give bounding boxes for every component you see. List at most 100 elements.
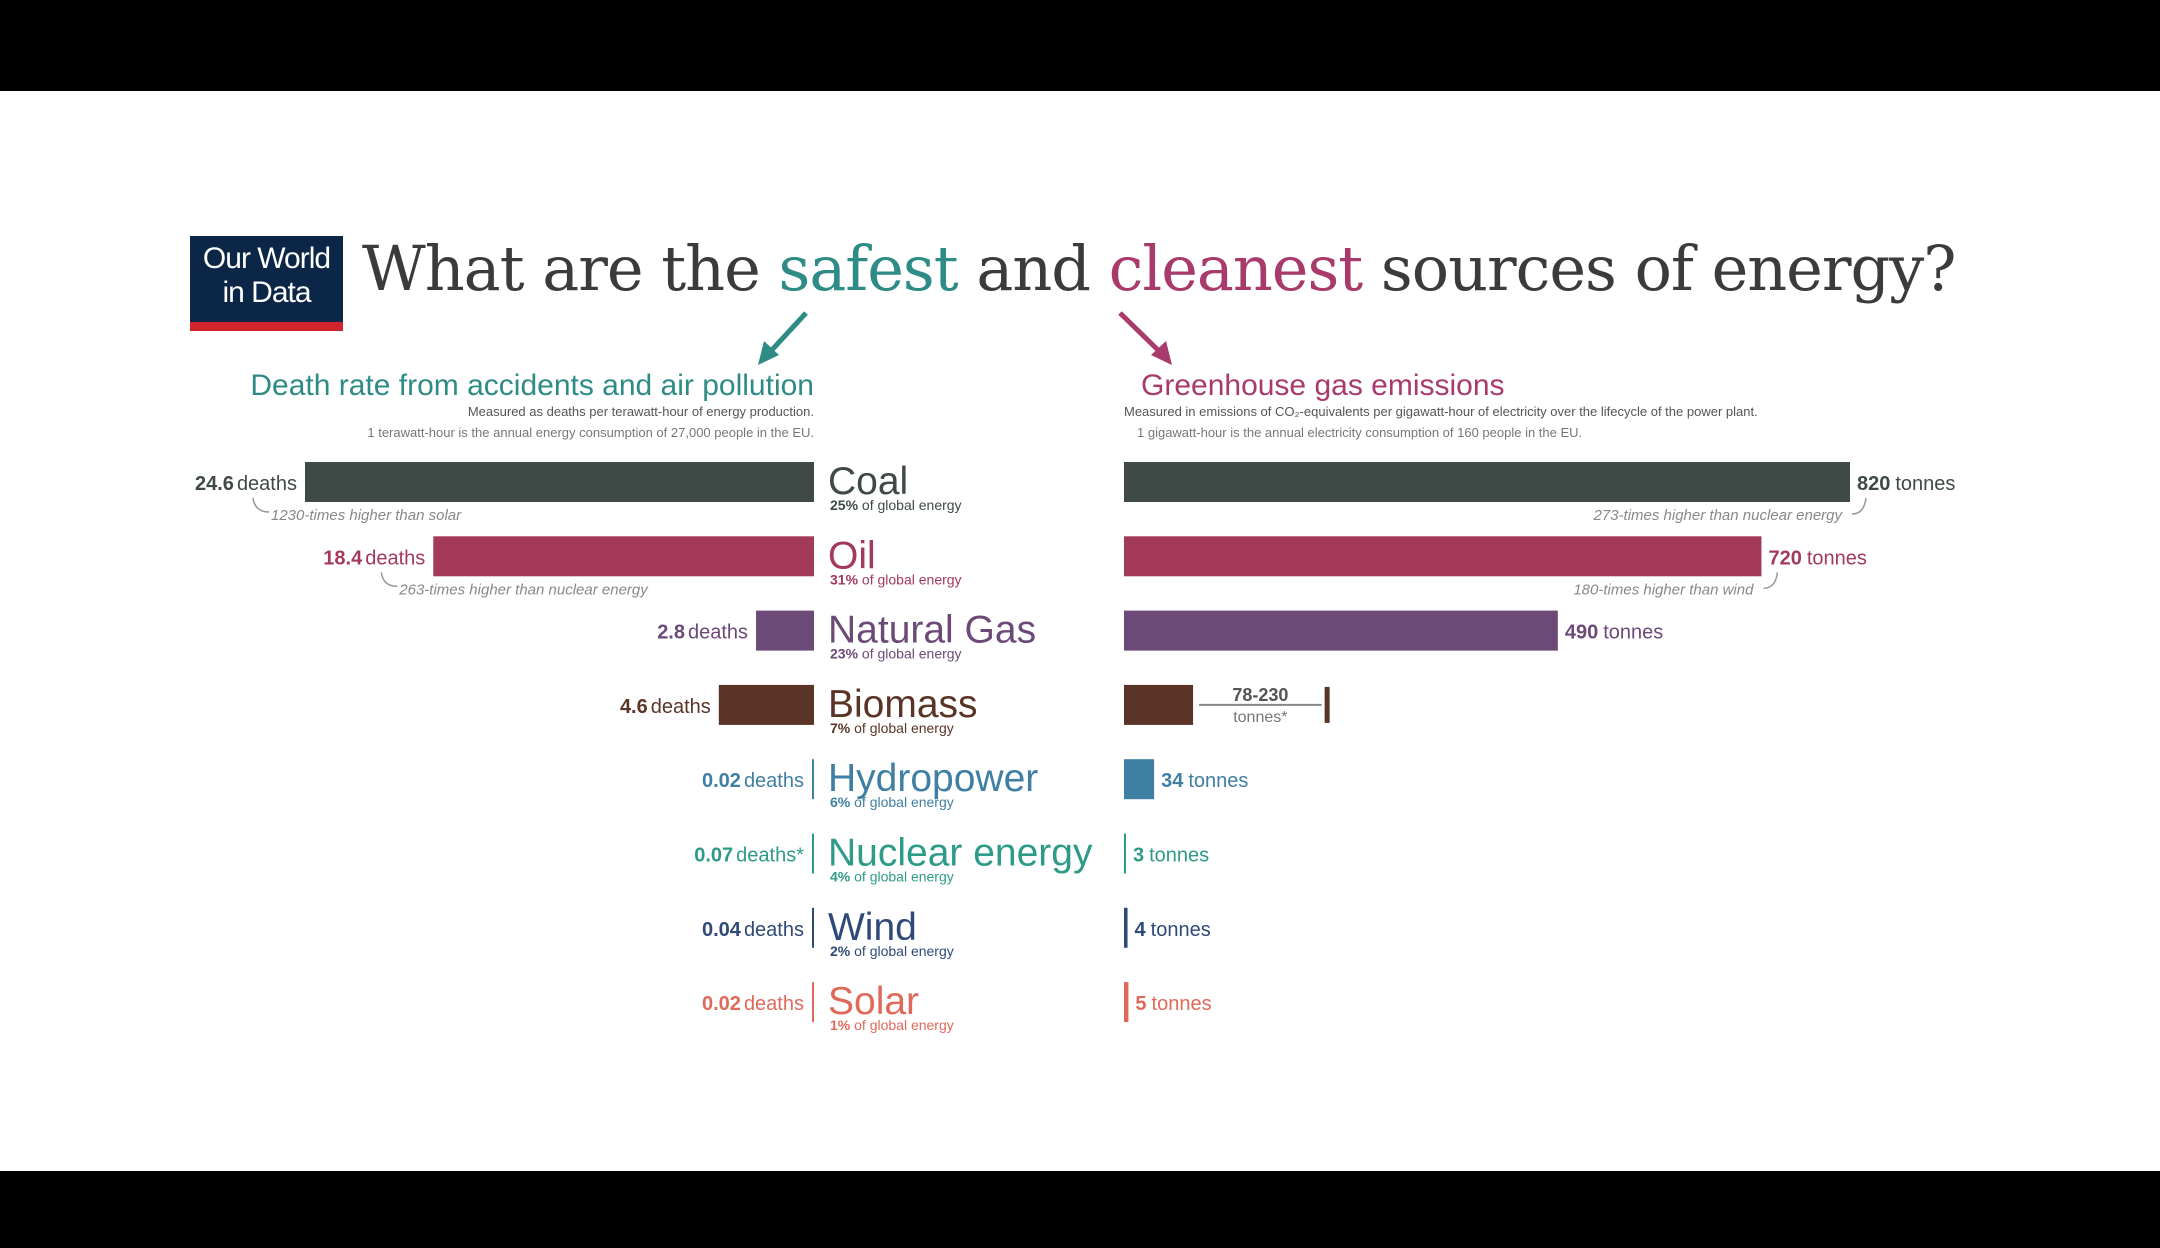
death-annotation-hook-0 (252, 497, 270, 513)
source-name-oil: Oil (828, 534, 876, 577)
emissions-title: Greenhouse gas emissions (1141, 369, 1505, 402)
emissions-subtitle: Measured in emissions of CO₂-equivalents… (1124, 404, 1758, 419)
source-share-value-nuclear-energy: 4% (830, 869, 851, 885)
emission-bar-coal (1124, 462, 1850, 502)
source-share-suffix-oil: of global energy (858, 571, 962, 587)
emission-value-nuclear-energy: 3 (1133, 845, 1144, 867)
emission-unit-biomass: tonnes* (1233, 709, 1287, 726)
title-safe-word: safest (778, 232, 959, 305)
death-unit-oil: deaths (365, 547, 425, 569)
source-share-wind: 2% of global energy (830, 943, 954, 959)
biomass-range-max-marker (1324, 686, 1330, 723)
source-share-value-oil: 31% (830, 571, 859, 587)
source-share-suffix-natural-gas: of global energy (858, 646, 962, 662)
emission-annotation-1: 180-times higher than wind (1573, 581, 1754, 598)
emission-label-hydropower: 34 tonnes (1161, 770, 1248, 792)
death-value-hydropower: 0.02 (702, 770, 741, 792)
source-name-solar: Solar (828, 980, 919, 1023)
death-value-biomass: 4.6 (620, 696, 648, 718)
death-bar-nuclear-energy (812, 833, 814, 874)
emission-value-solar: 5 (1135, 993, 1146, 1015)
death-value-solar: 0.02 (702, 993, 741, 1015)
emission-label-wind: 4 tonnes (1135, 919, 1211, 941)
death-annotation-1: 263-times higher than nuclear energy (398, 581, 649, 598)
death-unit-coal: deaths (237, 473, 297, 495)
death-label-nuclear-energy: 0.07 deaths* (694, 845, 804, 867)
death-label-oil: 18.4 deaths (323, 547, 425, 569)
emission-label-coal: 820 tonnes (1857, 473, 1955, 495)
emission-value-coal: 820 (1857, 473, 1890, 495)
death-label-wind: 0.04 deaths (702, 919, 804, 941)
cleanest-arrow-line (1118, 311, 1162, 354)
source-name-wind: Wind (828, 906, 917, 949)
source-share-suffix-coal: of global energy (858, 497, 962, 513)
logo-line-1: Our World (202, 242, 331, 275)
death-unit-hydropower: deaths (744, 770, 804, 792)
death-unit-nuclear-energy: deaths* (736, 845, 804, 867)
death-label-solar: 0.02 deaths (702, 993, 804, 1015)
emission-label-nuclear-energy: 3 tonnes (1133, 845, 1209, 867)
emission-unit-solar: tonnes (1152, 993, 1212, 1015)
cleanest-arrow-head (1151, 341, 1172, 365)
source-name-hydropower: Hydropower (828, 757, 1038, 800)
source-share-suffix-hydropower: of global energy (850, 794, 954, 810)
death-unit-biomass: deaths (651, 696, 711, 718)
death-unit-natural-gas: deaths (688, 622, 748, 644)
source-share-solar: 1% of global energy (830, 1017, 954, 1033)
source-name-nuclear-energy: Nuclear energy (828, 832, 1093, 875)
safest-arrow-head (758, 341, 779, 365)
emission-annotation-hook-1 (1763, 572, 1779, 590)
death-bar-coal (305, 462, 814, 502)
emission-bar-solar (1124, 982, 1129, 1023)
death-bar-hydropower (812, 759, 814, 800)
death-value-natural-gas: 2.8 (657, 622, 685, 644)
source-share-hydropower: 6% of global energy (830, 794, 954, 810)
death-rate-title: Death rate from accidents and air pollut… (250, 369, 814, 402)
source-share-suffix-solar: of global energy (850, 1017, 954, 1033)
logo-line-2: in Data (222, 276, 311, 309)
emission-value-hydropower: 34 (1161, 770, 1184, 792)
page-title: What are the safest and cleanest sources… (362, 232, 1956, 305)
source-share-suffix-biomass: of global energy (850, 720, 954, 736)
emission-bar-hydropower (1124, 759, 1155, 800)
source-share-value-wind: 2% (830, 943, 851, 959)
emission-bar-oil (1124, 536, 1762, 577)
death-bar-solar (812, 982, 814, 1023)
death-bar-natural-gas (756, 610, 814, 651)
source-share-value-coal: 25% (830, 497, 859, 513)
source-name-coal: Coal (828, 460, 908, 503)
source-share-coal: 25% of global energy (830, 497, 962, 513)
emission-value-wind: 4 (1135, 919, 1147, 941)
emission-unit-hydropower: tonnes (1188, 770, 1248, 792)
emission-bar-nuclear-energy (1124, 833, 1126, 874)
source-share-value-natural-gas: 23% (830, 646, 859, 662)
emission-annotation-hook-0 (1851, 497, 1867, 515)
death-value-nuclear-energy: 0.07 (694, 845, 733, 867)
source-share-natural-gas: 23% of global energy (830, 646, 962, 662)
death-bar-wind (812, 907, 814, 948)
source-share-suffix-nuclear-energy: of global energy (850, 869, 954, 885)
source-share-biomass: 7% of global energy (830, 720, 954, 736)
emission-bar-wind (1124, 907, 1128, 948)
death-annotation-0: 1230-times higher than solar (271, 507, 462, 524)
emission-unit-natural-gas: tonnes (1603, 622, 1663, 644)
death-label-biomass: 4.6 deaths (620, 696, 711, 718)
emission-unit-nuclear-energy: tonnes (1149, 845, 1209, 867)
death-rate-note: 1 terawatt-hour is the annual energy con… (367, 425, 814, 440)
death-label-natural-gas: 2.8 deaths (657, 622, 748, 644)
source-share-suffix-wind: of global energy (850, 943, 954, 959)
death-value-wind: 0.04 (702, 919, 742, 941)
death-annotation-hook-1 (380, 572, 398, 588)
title-part-1: What are the (362, 232, 779, 305)
source-share-nuclear-energy: 4% of global energy (830, 869, 954, 885)
death-unit-solar: deaths (744, 993, 804, 1015)
death-label-coal: 24.6 deaths (195, 473, 297, 495)
death-rate-subtitle: Measured as deaths per terawatt-hour of … (468, 404, 814, 419)
emission-value-oil: 720 (1768, 547, 1801, 569)
emission-value-biomass: 78-230 (1232, 685, 1288, 705)
death-value-coal: 24.6 (195, 473, 234, 495)
emission-unit-oil: tonnes (1807, 547, 1867, 569)
safest-arrow-line (768, 311, 808, 354)
source-share-oil: 31% of global energy (830, 571, 962, 587)
